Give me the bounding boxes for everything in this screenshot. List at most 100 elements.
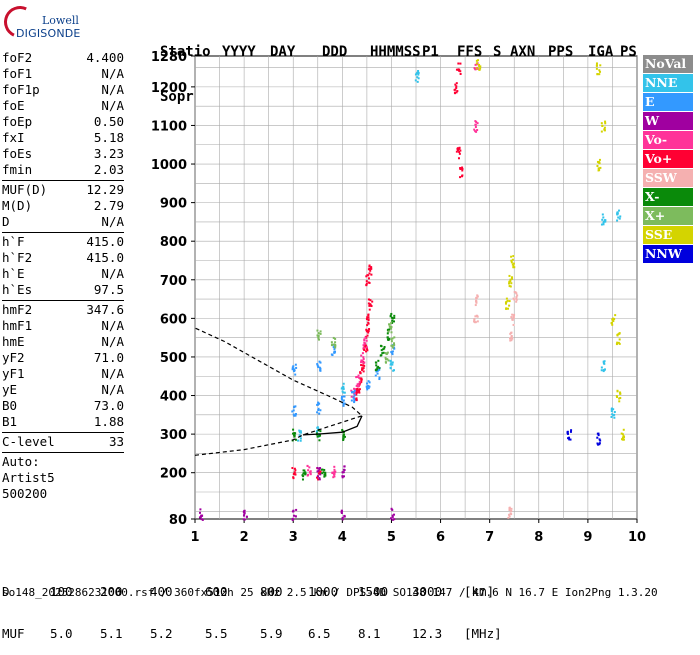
data-point bbox=[599, 439, 602, 442]
data-point bbox=[508, 282, 511, 285]
data-point bbox=[510, 282, 513, 285]
data-point bbox=[621, 438, 624, 441]
data-point bbox=[604, 219, 607, 222]
data-point bbox=[291, 366, 294, 369]
param-name: yF1 bbox=[2, 366, 25, 381]
data-point bbox=[474, 63, 477, 66]
data-point bbox=[598, 161, 601, 164]
data-point bbox=[298, 431, 301, 434]
autoscaling-artist: Artist5 bbox=[2, 470, 55, 485]
data-point bbox=[334, 337, 337, 340]
muf-distance-table: D 100 200 400 600 800 1000 1500 3000 [km] MUF 5.0 5… bbox=[2, 557, 502, 655]
distance-value: 100 bbox=[50, 584, 73, 599]
data-point bbox=[598, 442, 601, 445]
data-point bbox=[292, 370, 295, 373]
data-point bbox=[293, 434, 296, 437]
data-point bbox=[391, 337, 394, 340]
data-point bbox=[378, 367, 381, 370]
data-point bbox=[368, 272, 371, 275]
data-point bbox=[340, 509, 343, 512]
x-tick-label: 2 bbox=[240, 530, 249, 545]
data-point bbox=[367, 331, 370, 334]
data-point bbox=[360, 377, 363, 380]
data-point bbox=[334, 346, 337, 349]
data-point bbox=[616, 212, 619, 215]
data-point bbox=[475, 121, 478, 124]
data-point bbox=[317, 401, 320, 404]
data-point bbox=[358, 390, 361, 393]
autoscaling-label: Auto: bbox=[2, 454, 40, 469]
data-point bbox=[475, 301, 478, 304]
data-point bbox=[333, 465, 336, 468]
header-label-cell: S bbox=[493, 44, 502, 60]
param-name: h`F2 bbox=[2, 250, 33, 265]
data-point bbox=[301, 478, 304, 481]
param-value: N/A bbox=[101, 366, 124, 381]
data-point bbox=[200, 518, 203, 521]
data-point bbox=[596, 442, 599, 445]
data-point bbox=[358, 383, 361, 386]
data-point bbox=[390, 507, 393, 510]
muf-value: 12.3 bbox=[412, 626, 443, 641]
data-point bbox=[475, 297, 478, 300]
data-point bbox=[611, 318, 614, 321]
data-point bbox=[382, 351, 385, 354]
data-point bbox=[350, 395, 353, 398]
data-point bbox=[318, 470, 321, 473]
data-point bbox=[612, 320, 615, 323]
data-point bbox=[416, 80, 419, 83]
data-point bbox=[390, 351, 393, 354]
param-row: foF2 4.400 bbox=[2, 50, 124, 66]
data-point bbox=[601, 213, 604, 216]
data-point bbox=[378, 378, 381, 381]
data-point bbox=[342, 404, 345, 407]
data-point bbox=[390, 312, 393, 315]
distance-value: 1000 bbox=[308, 584, 339, 599]
param-row: D N/A bbox=[2, 214, 124, 230]
param-value: 73.0 bbox=[93, 398, 124, 413]
data-point bbox=[368, 385, 371, 388]
data-point bbox=[341, 476, 344, 479]
data-point bbox=[353, 387, 356, 390]
data-point bbox=[368, 281, 371, 284]
data-point bbox=[294, 363, 297, 366]
data-point bbox=[620, 432, 623, 435]
data-point bbox=[598, 73, 601, 76]
data-point bbox=[316, 429, 319, 432]
data-point bbox=[390, 327, 393, 330]
data-point bbox=[603, 360, 606, 363]
data-point bbox=[293, 435, 296, 438]
data-point bbox=[243, 512, 246, 515]
data-point bbox=[388, 323, 391, 326]
data-point bbox=[356, 375, 359, 378]
data-point bbox=[317, 336, 320, 339]
data-point bbox=[508, 274, 511, 277]
data-point bbox=[417, 73, 420, 76]
data-point bbox=[610, 415, 613, 418]
data-point bbox=[455, 82, 458, 85]
data-point bbox=[317, 407, 320, 410]
data-point bbox=[362, 356, 365, 359]
param-row: B1 1.88 bbox=[2, 414, 124, 430]
data-point bbox=[367, 268, 370, 271]
data-point bbox=[601, 124, 604, 127]
data-point bbox=[319, 434, 322, 437]
param-row: h`E N/A bbox=[2, 266, 124, 282]
param-value: 1.88 bbox=[93, 414, 124, 429]
data-point bbox=[366, 388, 369, 391]
data-point bbox=[508, 515, 511, 518]
muf-value: 5.2 bbox=[150, 626, 173, 641]
data-point bbox=[461, 169, 464, 172]
data-point bbox=[367, 302, 370, 305]
data-point bbox=[318, 471, 321, 474]
data-point bbox=[333, 348, 336, 351]
data-point bbox=[355, 388, 358, 391]
data-point bbox=[309, 473, 312, 476]
data-point bbox=[342, 471, 345, 474]
data-point bbox=[354, 388, 357, 391]
data-point bbox=[598, 158, 601, 161]
data-point bbox=[365, 386, 368, 389]
data-point bbox=[570, 429, 573, 432]
param-row: foEp 0.50 bbox=[2, 114, 124, 130]
legend-entry: SSE bbox=[643, 226, 693, 244]
